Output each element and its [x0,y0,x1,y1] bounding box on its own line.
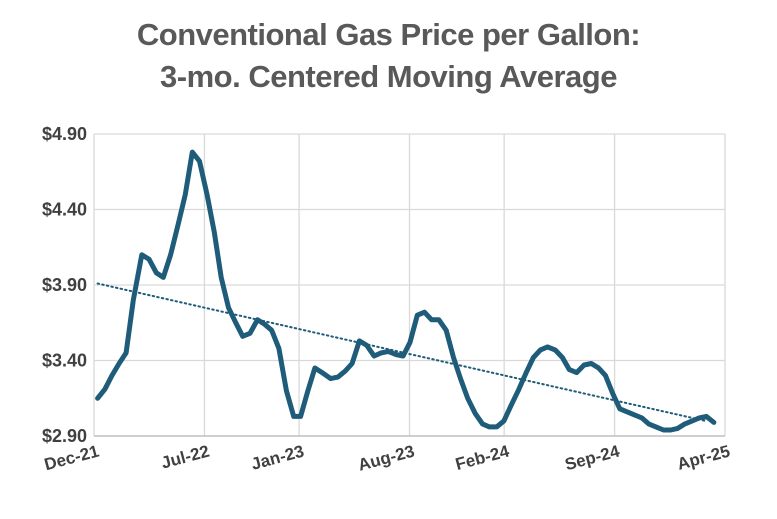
trendline-path [96,282,707,422]
y-axis-ticks: $2.90 $3.40 $3.90 $4.40 $4.90 [42,124,87,446]
x-tick-label: Aug-23 [356,442,417,475]
y-tick-label: $3.90 [42,275,87,295]
x-tick-label: Apr-25 [675,442,732,474]
series [95,149,717,433]
chart-title: Conventional Gas Price per Gallon: 3-mo.… [0,14,777,98]
price-series-line [95,149,717,433]
x-tick-label: Dec-21 [42,442,101,475]
trendline [96,282,707,422]
x-tick-label: Sep-24 [563,441,622,474]
chart-title-line-1: Conventional Gas Price per Gallon: [136,17,641,52]
x-tick-label: Feb-24 [453,441,511,474]
x-tick-label: Jul-22 [159,442,211,473]
x-axis-ticks: Dec-21 Jul-22 Jan-23 Aug-23 Feb-24 Sep-24 Apr-… [42,441,732,474]
y-tick-label: $3.40 [42,351,87,371]
y-tick-label: $4.90 [42,124,87,144]
y-tick-label: $2.90 [42,426,87,446]
x-tick-label: Jan-23 [249,442,306,474]
y-tick-label: $4.40 [42,200,87,220]
chart-title-line-2: 3-mo. Centered Moving Average [160,59,617,94]
